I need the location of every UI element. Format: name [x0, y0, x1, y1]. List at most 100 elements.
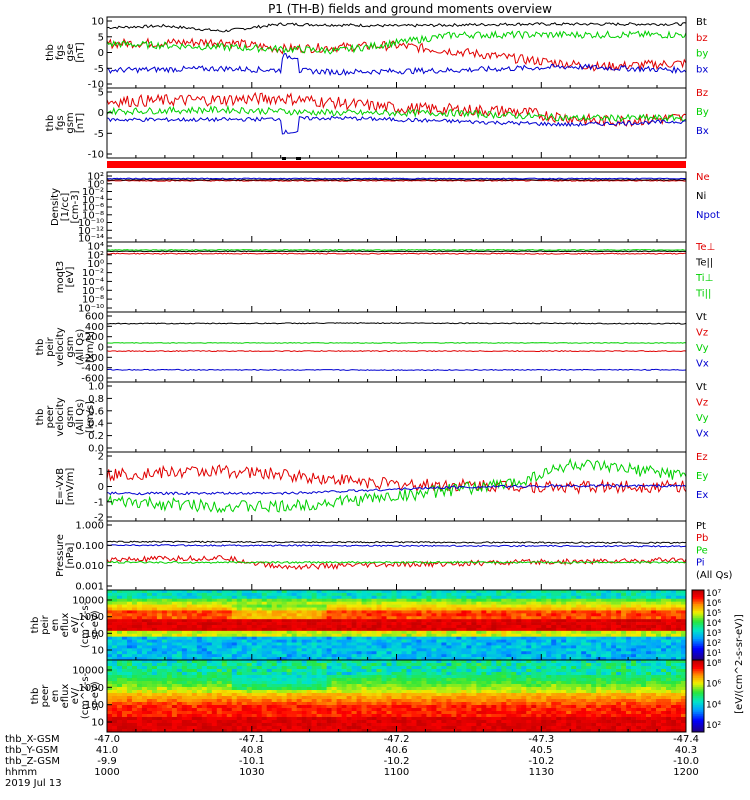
heatmap-cell — [641, 639, 647, 643]
heatmap-cell — [451, 654, 457, 658]
heatmap-cell — [496, 619, 502, 623]
heatmap-cell — [421, 714, 427, 718]
heatmap-cell — [441, 660, 447, 664]
heatmap-cell — [496, 636, 502, 640]
heatmap-cell — [386, 729, 392, 733]
heatmap-cell — [336, 672, 342, 676]
heatmap-cell — [196, 672, 203, 676]
heatmap-cell — [291, 714, 297, 718]
heatmap-cell — [461, 639, 467, 643]
heatmap-cell — [681, 657, 687, 661]
heatmap-cell — [416, 660, 422, 664]
heatmap-cell — [346, 666, 352, 670]
colorbar-step — [692, 658, 704, 661]
heatmap-cell — [296, 648, 302, 652]
heatmap-cell — [136, 639, 143, 643]
heatmap-cell — [236, 660, 243, 664]
heatmap-cell — [321, 590, 327, 594]
heatmap-cell — [661, 619, 667, 623]
heatmap-cell — [121, 639, 128, 643]
heatmap-cell — [526, 604, 532, 608]
heatmap-cell — [486, 601, 492, 605]
heatmap-cell — [386, 642, 392, 646]
heatmap-cell — [386, 595, 392, 600]
heatmap-cell — [456, 669, 462, 673]
heatmap-cell — [426, 627, 432, 632]
heatmap-cell — [511, 636, 517, 640]
heatmap-cell — [561, 642, 567, 646]
heatmap-cell — [316, 687, 322, 691]
heatmap-cell — [481, 613, 487, 617]
heatmap-cell — [236, 590, 243, 594]
heatmap-cell — [286, 678, 292, 682]
heatmap-cell — [281, 627, 287, 632]
heatmap-cell — [391, 622, 397, 626]
heatmap-cell — [376, 681, 382, 685]
heatmap-cell — [316, 681, 322, 685]
heatmap-cell — [246, 622, 253, 626]
heatmap-cell — [351, 726, 357, 730]
heatmap-cell — [471, 607, 477, 611]
heatmap-cell — [681, 648, 687, 652]
heatmap-cell — [336, 675, 342, 679]
heatmap-cell — [446, 720, 452, 724]
heatmap-cell — [126, 595, 133, 600]
heatmap-cell — [271, 729, 278, 733]
heatmap-cell — [586, 610, 592, 614]
heatmap-cell — [386, 687, 392, 691]
heatmap-cell — [176, 613, 183, 617]
heatmap-cell — [276, 601, 282, 605]
heatmap-cell — [196, 657, 203, 661]
heatmap-cell — [636, 604, 642, 608]
heatmap-cell — [681, 633, 687, 637]
heatmap-cell — [231, 726, 238, 730]
heatmap-cell — [471, 654, 477, 658]
heatmap-cell — [236, 651, 243, 655]
heatmap-cell — [161, 720, 168, 724]
heatmap-cell — [406, 711, 412, 715]
heatmap-cell — [361, 590, 367, 594]
y-axis-label: thb — [45, 44, 56, 61]
heatmap-cell — [176, 678, 183, 682]
heatmap-cell — [171, 714, 178, 718]
heatmap-cell — [286, 660, 292, 664]
heatmap-cell — [111, 726, 118, 730]
heatmap-cell — [331, 723, 337, 727]
heatmap-cell — [161, 607, 168, 611]
heatmap-cell — [271, 654, 278, 658]
heatmap-cell — [141, 699, 148, 703]
heatmap-cell — [566, 616, 572, 620]
heatmap-cell — [136, 660, 143, 664]
heatmap-cell — [351, 672, 357, 676]
heatmap-cell — [331, 699, 337, 703]
heatmap-cell — [546, 610, 552, 614]
heatmap-cell — [146, 714, 153, 718]
heatmap-cell — [351, 651, 357, 655]
heatmap-cell — [111, 610, 118, 614]
heatmap-cell — [246, 630, 253, 635]
heatmap-cell — [381, 729, 387, 733]
heatmap-cell — [411, 630, 417, 635]
heatmap-cell — [107, 627, 113, 632]
heatmap-cell — [466, 699, 472, 703]
heatmap-cell — [646, 630, 652, 635]
y-axis-label: (cm^2-s- — [80, 601, 91, 648]
heatmap-cell — [466, 616, 472, 620]
y-tick-label: -600 — [81, 374, 104, 385]
legend-Ti⊥: Ti⊥ — [695, 273, 713, 284]
heatmap-cell — [481, 657, 487, 661]
heatmap-cell — [456, 651, 462, 655]
heatmap-cell — [306, 610, 312, 614]
heatmap-cell — [276, 595, 282, 600]
heatmap-cell — [406, 702, 412, 706]
heatmap-cell — [186, 619, 193, 623]
heatmap-cell — [406, 669, 412, 673]
heatmap-cell — [681, 590, 687, 594]
heatmap-cell — [301, 675, 307, 679]
heatmap-cell — [401, 699, 407, 703]
heatmap-cell — [286, 702, 292, 706]
heatmap-cell — [151, 601, 158, 605]
heatmap-cell — [326, 696, 332, 700]
heatmap-cell — [246, 729, 253, 733]
heatmap-cell — [411, 604, 417, 608]
